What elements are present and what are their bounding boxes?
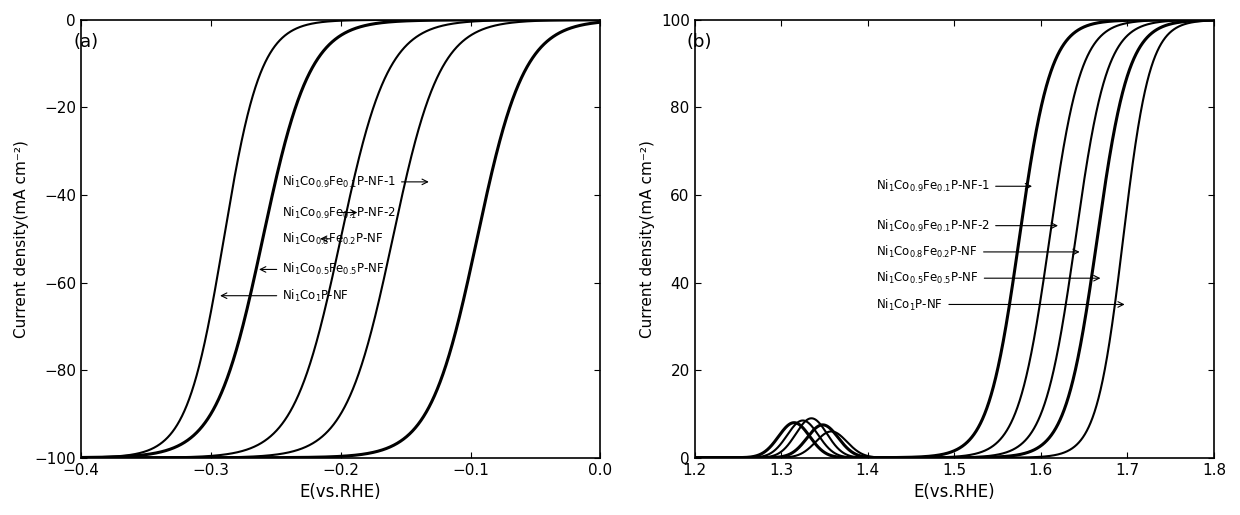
Text: Ni$_1$Co$_{0.9}$Fe$_{0.1}$P-NF-1: Ni$_1$Co$_{0.9}$Fe$_{0.1}$P-NF-1 — [877, 178, 1030, 194]
X-axis label: E(vs.RHE): E(vs.RHE) — [914, 483, 996, 501]
Text: Ni$_1$Co$_{0.5}$Fe$_{0.5}$P-NF: Ni$_1$Co$_{0.5}$Fe$_{0.5}$P-NF — [877, 270, 1099, 286]
Text: Ni$_1$Co$_{0.9}$Fe$_{0.1}$P-NF-1: Ni$_1$Co$_{0.9}$Fe$_{0.1}$P-NF-1 — [283, 174, 428, 190]
Text: (b): (b) — [687, 33, 712, 51]
Text: Ni$_1$Co$_{0.8}$Fe$_{0.2}$P-NF: Ni$_1$Co$_{0.8}$Fe$_{0.2}$P-NF — [877, 244, 1079, 260]
Text: Ni$_1$Co$_{0.5}$Fe$_{0.5}$P-NF: Ni$_1$Co$_{0.5}$Fe$_{0.5}$P-NF — [260, 262, 384, 278]
Text: Ni$_1$Co$_{0.9}$Fe$_{0.1}$P-NF-2: Ni$_1$Co$_{0.9}$Fe$_{0.1}$P-NF-2 — [877, 218, 1056, 234]
Text: Ni$_1$Co$_1$P-NF: Ni$_1$Co$_1$P-NF — [877, 297, 1123, 313]
Text: Ni$_1$Co$_{0.9}$Fe$_{0.1}$P-NF-2: Ni$_1$Co$_{0.9}$Fe$_{0.1}$P-NF-2 — [283, 204, 396, 220]
Y-axis label: Current density(mA cm⁻²): Current density(mA cm⁻²) — [14, 140, 29, 338]
Text: Ni$_1$Co$_1$P-NF: Ni$_1$Co$_1$P-NF — [221, 288, 350, 304]
Y-axis label: Current density(mA cm⁻²): Current density(mA cm⁻²) — [640, 140, 655, 338]
Text: (a): (a) — [73, 33, 98, 51]
X-axis label: E(vs.RHE): E(vs.RHE) — [300, 483, 382, 501]
Text: Ni$_1$Co$_{0.8}$Fe$_{0.2}$P-NF: Ni$_1$Co$_{0.8}$Fe$_{0.2}$P-NF — [283, 231, 384, 247]
